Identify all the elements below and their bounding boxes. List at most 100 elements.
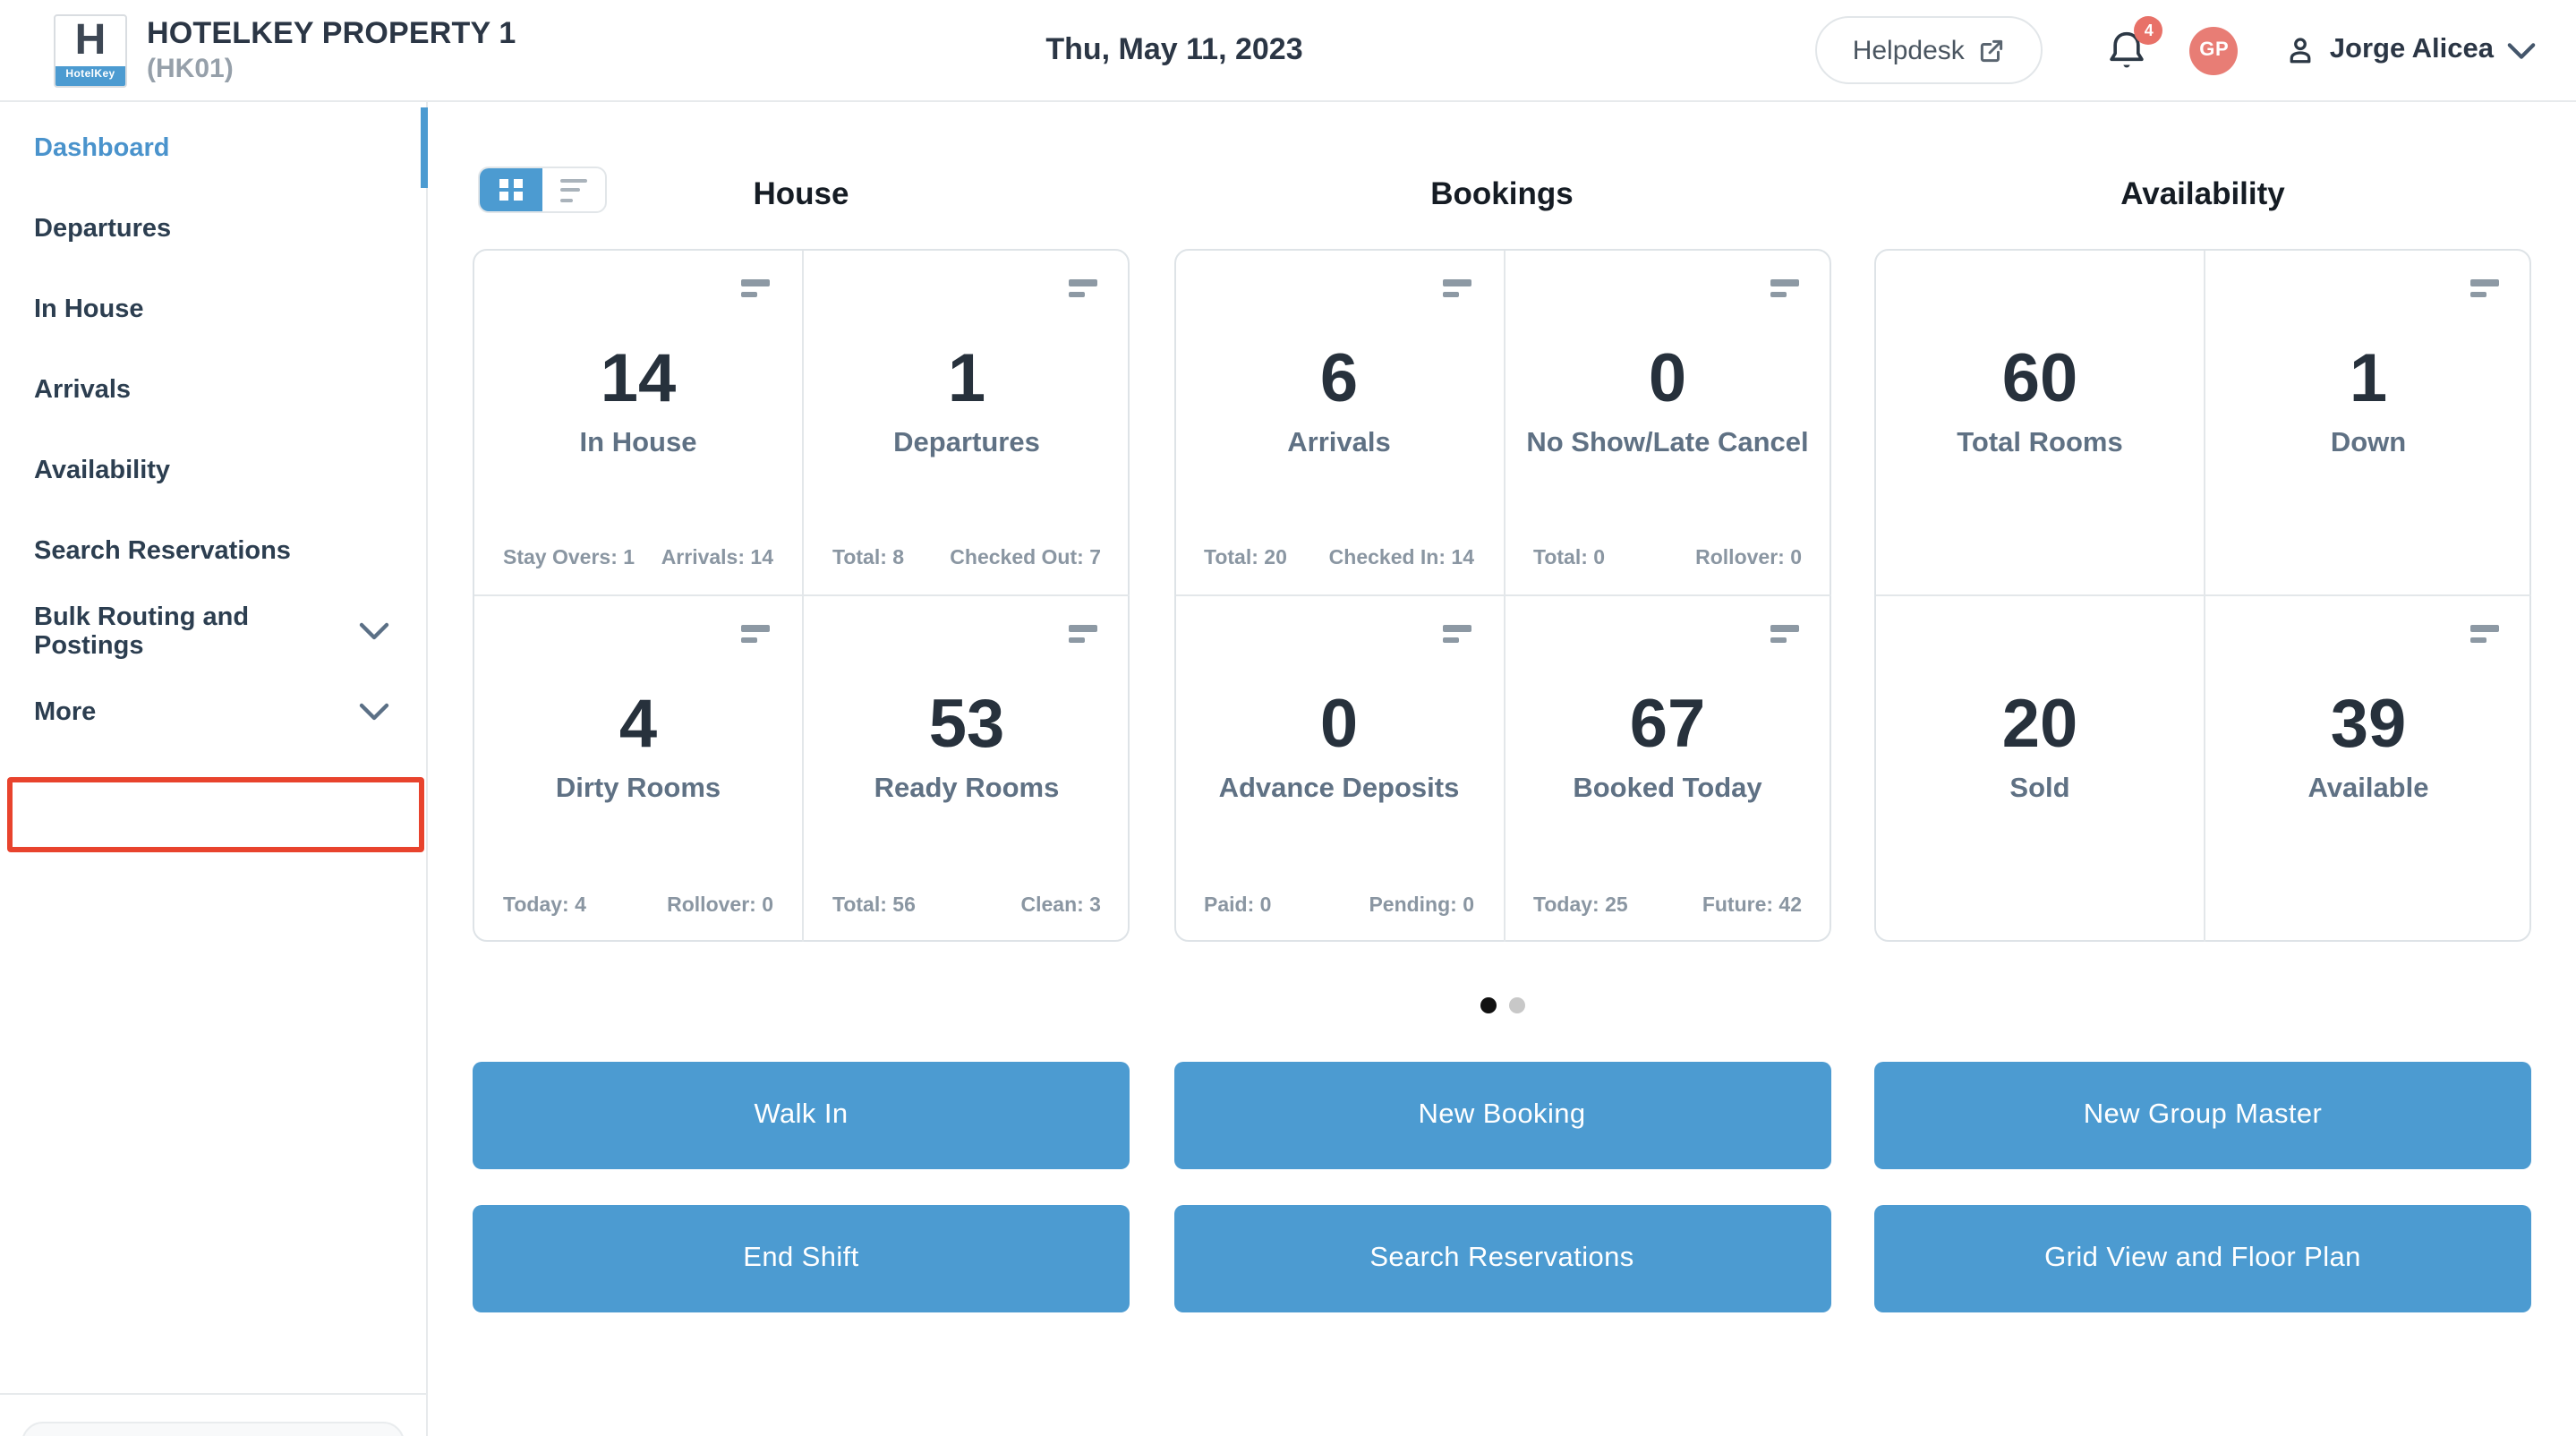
sidebar-item-label: In House	[34, 295, 144, 323]
stat-foot-left: Stay Overs: 1	[503, 548, 635, 569]
stat-foot-left: Paid: 0	[1204, 895, 1272, 917]
card-menu-icon[interactable]	[1442, 625, 1471, 643]
chevron-down-icon	[2506, 40, 2537, 60]
end-shift-button[interactable]: End Shift	[473, 1205, 1130, 1312]
stat-value: 14	[600, 342, 677, 417]
stat-label: Down	[2330, 428, 2407, 458]
stat-label: Available	[2307, 774, 2429, 804]
walk-in-button[interactable]: Walk In	[473, 1062, 1130, 1169]
card-menu-icon[interactable]	[2470, 279, 2499, 297]
sidebar-divider	[0, 1393, 426, 1395]
active-indicator	[421, 107, 428, 188]
sidebar-item-more[interactable]: More	[0, 671, 426, 752]
stat-value: 53	[928, 688, 1005, 763]
card-menu-icon[interactable]	[1770, 625, 1798, 643]
list-view-icon	[560, 178, 587, 201]
pagination-dot-active[interactable]	[1480, 997, 1496, 1013]
stat-value: 20	[2001, 688, 2078, 763]
stat-card-total-rooms[interactable]: 60 Total Rooms	[1876, 251, 2204, 596]
stat-value: 67	[1629, 688, 1706, 763]
stat-label: Booked Today	[1573, 774, 1762, 804]
chevron-down-icon	[358, 702, 390, 722]
stat-card-advance-deposits[interactable]: 0 Advance Deposits Paid: 0 Pending: 0	[1175, 596, 1503, 942]
search-reservations-button[interactable]: Search Reservations	[1173, 1205, 1830, 1312]
avatar[interactable]: GP	[2189, 26, 2239, 74]
view-toggle	[478, 167, 607, 213]
stat-label: Ready Rooms	[874, 774, 1060, 804]
card-menu-icon[interactable]	[741, 625, 770, 643]
card-menu-icon[interactable]	[1770, 279, 1798, 297]
stat-foot-right: Rollover: 0	[1695, 548, 1802, 569]
stat-card-sold[interactable]: 20 Sold	[1876, 596, 2204, 942]
trainkey-button[interactable]: TrainKey	[21, 1422, 405, 1436]
card-menu-icon[interactable]	[1069, 625, 1097, 643]
stat-label: Dirty Rooms	[555, 774, 721, 804]
card-menu-icon[interactable]	[2470, 625, 2499, 643]
sidebar-item-label: Dashboard	[34, 133, 170, 162]
sidebar-item-availability[interactable]: Availability	[0, 430, 426, 510]
stat-foot-left: Today: 25	[1533, 895, 1628, 917]
stat-value: 0	[1319, 688, 1359, 763]
carousel-pagination	[473, 997, 2531, 1013]
new-booking-button[interactable]: New Booking	[1173, 1062, 1830, 1169]
sidebar-item-label: Departures	[34, 214, 172, 243]
notifications-button[interactable]: 4	[2108, 16, 2163, 72]
stat-label: No Show/Late Cancel	[1526, 428, 1809, 458]
stat-foot-left: Total: 0	[1533, 548, 1606, 569]
stat-foot-left: Total: 20	[1204, 548, 1287, 569]
notification-badge: 4	[2134, 16, 2163, 45]
stat-value: 60	[2001, 342, 2078, 417]
grid-view-icon	[499, 178, 523, 201]
stat-card-arrivals[interactable]: 6 Arrivals Total: 20 Checked In: 14	[1175, 251, 1503, 596]
stat-label: Sold	[2009, 774, 2070, 804]
stat-value: 0	[1648, 342, 1687, 417]
stat-foot-left: Today: 4	[503, 895, 586, 917]
sidebar-item-label: Availability	[34, 456, 171, 484]
sidebar-item-dashboard[interactable]: Dashboard	[0, 107, 428, 188]
stat-card-ready-rooms[interactable]: 53 Ready Rooms Total: 56 Clean: 3	[802, 596, 1130, 942]
stat-card-booked-today[interactable]: 67 Booked Today Today: 25 Future: 42	[1503, 596, 1830, 942]
sidebar-item-departures[interactable]: Departures	[0, 188, 426, 269]
user-icon	[2285, 34, 2317, 66]
stat-foot-left: Total: 8	[832, 548, 905, 569]
sidebar-item-in-house[interactable]: In House	[0, 269, 426, 349]
stat-card-dirty-rooms[interactable]: 4 Dirty Rooms Today: 4 Rollover: 0	[474, 596, 802, 942]
sidebar-item-bulk-routing-and-postings[interactable]: Bulk Routing and Postings	[0, 591, 426, 671]
helpdesk-button[interactable]: Helpdesk	[1814, 16, 2043, 84]
stat-label: In House	[579, 428, 697, 458]
sidebar-item-arrivals[interactable]: Arrivals	[0, 349, 426, 430]
card-menu-icon[interactable]	[1069, 279, 1097, 297]
stat-card-departures[interactable]: 1 Departures Total: 8 Checked Out: 7	[802, 251, 1130, 596]
stat-foot-left: Total: 56	[832, 895, 916, 917]
grid-view-floor-plan-button[interactable]: Grid View and Floor Plan	[1874, 1205, 2531, 1312]
list-view-button[interactable]	[542, 168, 605, 211]
chevron-down-icon	[358, 621, 390, 641]
stat-card-available[interactable]: 39 Available	[2204, 596, 2531, 942]
stat-card-in-house[interactable]: 14 In House Stay Overs: 1 Arrivals: 14	[474, 251, 802, 596]
stat-foot-right: Pending: 0	[1369, 895, 1474, 917]
card-menu-icon[interactable]	[1442, 279, 1471, 297]
stat-foot-right: Clean: 3	[1020, 895, 1102, 917]
sidebar-item-label: Search Reservations	[34, 536, 291, 565]
stat-card-down[interactable]: 1 Down	[2204, 251, 2531, 596]
helpdesk-label: Helpdesk	[1852, 35, 1965, 65]
bookings-panel: 6 Arrivals Total: 20 Checked In: 14 0 No…	[1173, 249, 1830, 942]
section-title-availability: Availability	[2120, 175, 2285, 210]
sidebar-item-search-reservations[interactable]: Search Reservations	[0, 510, 426, 591]
stat-label: Departures	[893, 428, 1040, 458]
stat-foot-right: Arrivals: 14	[661, 548, 773, 569]
pagination-dot[interactable]	[1508, 997, 1524, 1013]
grid-view-button[interactable]	[480, 168, 542, 211]
stat-label: Arrivals	[1287, 428, 1391, 458]
stat-foot-right: Checked Out: 7	[950, 548, 1101, 569]
new-group-master-button[interactable]: New Group Master	[1874, 1062, 2531, 1169]
stat-foot-right: Checked In: 14	[1328, 548, 1474, 569]
stat-card-no-show-late-cancel[interactable]: 0 No Show/Late Cancel Total: 0 Rollover:…	[1503, 251, 1830, 596]
logo-letter: H	[74, 15, 107, 64]
section-title-house: House	[753, 175, 849, 210]
user-menu[interactable]: Jorge Alicea	[2285, 34, 2537, 66]
card-menu-icon[interactable]	[741, 279, 770, 297]
stat-value: 1	[2349, 342, 2388, 417]
sidebar-item-label: Arrivals	[34, 375, 132, 404]
property-code: (HK01)	[147, 53, 234, 83]
